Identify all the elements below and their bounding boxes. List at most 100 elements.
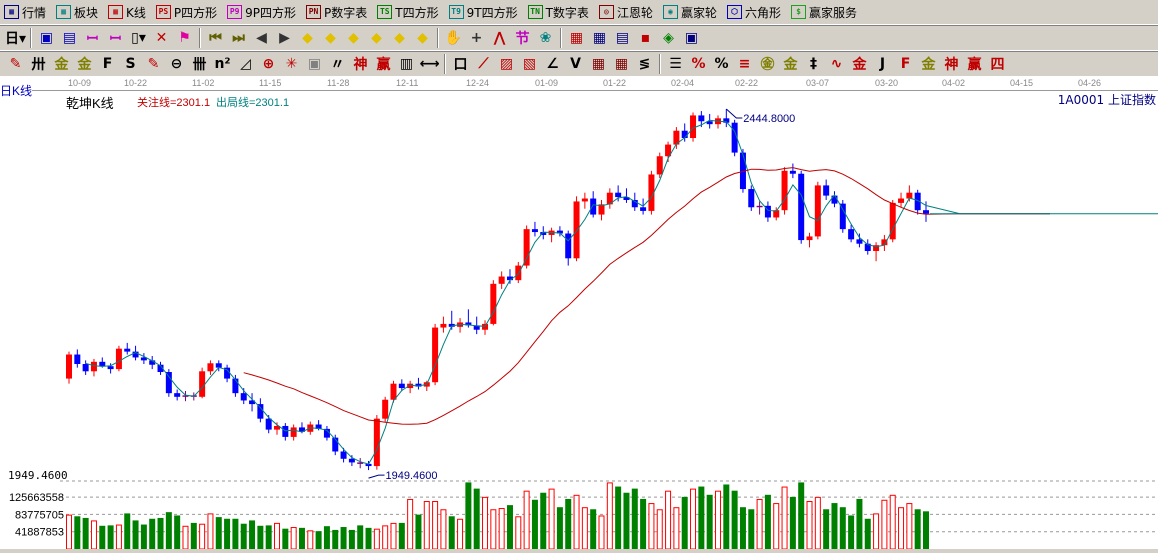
ruler-icon[interactable]: ▥ (399, 56, 414, 72)
volume-bar (132, 520, 139, 550)
grid-fan2-icon[interactable]: ▧ (522, 56, 537, 72)
last-icon[interactable]: ⏭ (232, 30, 245, 46)
f-grid-icon[interactable]: F (102, 56, 113, 72)
candle (224, 364, 231, 383)
tn-icon: TN (527, 5, 543, 19)
menu-p9[interactable]: P9 9P四方形 (227, 4, 296, 21)
flag-icon[interactable]: ⚑ (178, 30, 191, 46)
fan-icon[interactable]: ⟋ (478, 56, 489, 72)
calculator-icon[interactable]: ▦ (592, 30, 607, 46)
indicator-selector[interactable]: 乾坤K线 (66, 96, 114, 111)
quote-icon[interactable]: 〃 (330, 57, 345, 73)
candle (573, 196, 580, 262)
gold-lines-icon[interactable]: 金 (783, 57, 798, 73)
volume-bar (373, 528, 380, 550)
pen-ruler-icon[interactable]: ✎ (147, 56, 160, 72)
cycle-icon[interactable]: ❀ (539, 30, 552, 46)
zoom-right-icon[interactable]: ◆ (325, 30, 336, 46)
zoom-v-icon[interactable]: ◆ (417, 30, 428, 46)
bars3-icon[interactable]: ꟷ (86, 30, 99, 47)
si-angle-icon[interactable]: 四 (990, 57, 1005, 73)
gold2-icon[interactable]: 金 (77, 57, 92, 73)
menu-pn[interactable]: PN P数字表 (306, 4, 367, 21)
level-icon[interactable]: ‡ (810, 56, 817, 72)
parallel-icon[interactable]: 卌 (192, 57, 207, 73)
crosshair-icon[interactable]: + (470, 30, 483, 46)
percent-icon[interactable]: % (714, 56, 729, 72)
menu-kline[interactable]: ▦ K线 (108, 4, 146, 21)
spiral-icon[interactable]: S (125, 56, 136, 72)
menu-t9[interactable]: T9 9T四方形 (448, 4, 518, 21)
zoom-h-icon[interactable]: ◆ (348, 30, 359, 46)
volume-bar (465, 482, 472, 550)
candle (706, 113, 713, 129)
prev-icon[interactable]: ◀ (256, 30, 267, 46)
first-icon[interactable]: ⏮ (209, 30, 222, 46)
gold-line-icon[interactable]: 金 (852, 57, 867, 73)
menu-sector-grid[interactable]: ▦ 板块 (56, 4, 98, 21)
gold-angle-icon[interactable]: 金 (921, 57, 936, 73)
menu-ps[interactable]: PS P四方形 (155, 4, 217, 21)
lines-icon[interactable]: ≶ (638, 56, 651, 72)
period-day-icon[interactable]: 日▾ (4, 31, 27, 47)
ying-icon[interactable]: 赢 (376, 57, 391, 73)
box-icon[interactable]: 口 (453, 57, 468, 73)
bars9-icon[interactable]: ꟷ (109, 30, 122, 47)
menu-winner-wheel[interactable]: ◉ 赢家轮 (662, 4, 717, 21)
volume-bar (906, 503, 913, 550)
next-icon[interactable]: ▶ (279, 30, 290, 46)
triangle-icon[interactable]: ◿ (240, 56, 251, 72)
hash-icon[interactable]: 卅 (31, 57, 46, 73)
pencil-icon[interactable]: ✎ (9, 56, 22, 72)
candle (282, 423, 289, 441)
gold-circle-icon[interactable]: ㊎ (760, 57, 775, 73)
n2-icon[interactable]: n² (214, 56, 231, 72)
grid-icon[interactable]: ▦ (591, 56, 606, 72)
square-target-icon[interactable]: ▣ (307, 56, 322, 72)
target-icon[interactable]: ⊕ (262, 56, 275, 72)
shen-icon[interactable]: 神 (353, 57, 368, 73)
percent-lines-icon[interactable]: ≡ (738, 56, 751, 72)
draw-line-icon[interactable]: ⋀ (493, 30, 506, 46)
menu-dollar[interactable]: $ 赢家服务 (790, 4, 857, 21)
menu-ts[interactable]: TS T四方形 (377, 4, 439, 21)
percent-slash-icon[interactable]: % (691, 56, 706, 72)
shen-angle-icon[interactable]: 神 (944, 57, 959, 73)
angle-icon[interactable]: ∠ (546, 56, 559, 72)
festival-icon[interactable]: 节 (515, 31, 530, 47)
circle-ruler-icon[interactable]: ⊖ (170, 56, 183, 72)
candle-type-icon[interactable]: ▯▾ (131, 30, 146, 46)
ying-angle-icon[interactable]: 赢 (967, 57, 982, 73)
hand-icon[interactable]: ✋ (444, 30, 463, 46)
star-icon[interactable]: ✳ (285, 56, 298, 72)
f-angle-icon[interactable]: F (900, 56, 911, 72)
wave-icon[interactable]: ∿ (830, 56, 843, 72)
menu-hexagon[interactable]: ⬡ 六角形 (726, 4, 781, 21)
calendar-icon[interactable]: ▦ (569, 30, 584, 46)
grid-fan-icon[interactable]: ▨ (499, 56, 514, 72)
grid2-icon[interactable]: ▦ (614, 56, 629, 72)
volume-bar (74, 516, 81, 550)
menu-gann-wheel[interactable]: ◎ 江恩轮 (598, 4, 653, 21)
save-icon[interactable]: ▪ (640, 30, 651, 46)
toolbar-separator (444, 54, 446, 74)
zoom-left-icon[interactable]: ◆ (302, 30, 313, 46)
report-icon[interactable]: ▤ (615, 30, 630, 46)
candle (690, 112, 697, 142)
menu-tn[interactable]: TN T数字表 (527, 4, 589, 21)
network-icon[interactable]: ◈ (663, 30, 674, 46)
width-icon[interactable]: ⟷ (419, 56, 440, 72)
menu-quote-table[interactable]: ▦ 行情 (4, 4, 46, 21)
v-icon[interactable]: V (570, 56, 581, 72)
indicator-icon[interactable]: ✕ (155, 30, 168, 46)
zoom-in-icon[interactable]: ◆ (371, 30, 382, 46)
gold-icon[interactable]: 金 (54, 57, 69, 73)
candle (74, 349, 81, 368)
zoom-out-icon[interactable]: ◆ (394, 30, 405, 46)
print-icon[interactable]: ▣ (684, 30, 699, 46)
window-icon[interactable]: ▣ (39, 30, 54, 46)
j-angle-icon[interactable]: J (879, 56, 886, 72)
bars-icon[interactable]: ☰ (669, 56, 682, 72)
notes-icon[interactable]: ▤ (62, 30, 77, 46)
